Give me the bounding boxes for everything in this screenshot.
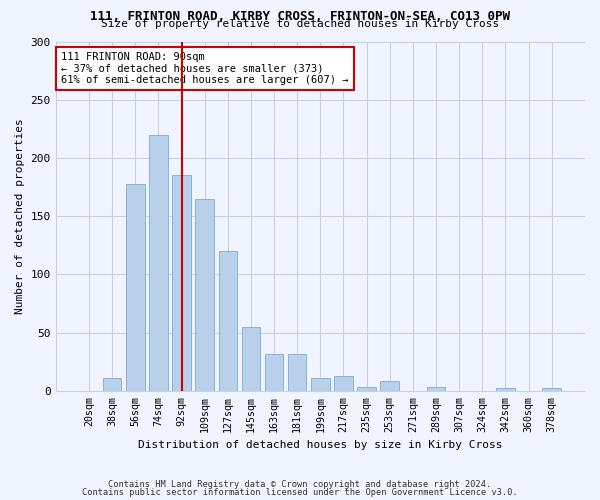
Bar	[288, 354, 307, 391]
Bar	[311, 378, 329, 391]
Bar	[496, 388, 515, 391]
Bar	[218, 251, 237, 391]
Bar	[542, 388, 561, 391]
Bar	[265, 354, 283, 391]
Bar	[149, 134, 167, 391]
Text: 111 FRINTON ROAD: 90sqm
← 37% of detached houses are smaller (373)
61% of semi-d: 111 FRINTON ROAD: 90sqm ← 37% of detache…	[61, 52, 349, 85]
Bar	[196, 198, 214, 391]
Bar	[358, 388, 376, 391]
Bar	[126, 184, 145, 391]
Text: Contains public sector information licensed under the Open Government Licence v3: Contains public sector information licen…	[82, 488, 518, 497]
Y-axis label: Number of detached properties: Number of detached properties	[15, 118, 25, 314]
X-axis label: Distribution of detached houses by size in Kirby Cross: Distribution of detached houses by size …	[138, 440, 503, 450]
Text: 111, FRINTON ROAD, KIRBY CROSS, FRINTON-ON-SEA, CO13 0PW: 111, FRINTON ROAD, KIRBY CROSS, FRINTON-…	[90, 10, 510, 23]
Bar	[103, 378, 121, 391]
Bar	[172, 176, 191, 391]
Bar	[334, 376, 353, 391]
Bar	[242, 327, 260, 391]
Bar	[380, 382, 399, 391]
Text: Contains HM Land Registry data © Crown copyright and database right 2024.: Contains HM Land Registry data © Crown c…	[109, 480, 491, 489]
Text: Size of property relative to detached houses in Kirby Cross: Size of property relative to detached ho…	[101, 19, 499, 29]
Bar	[427, 388, 445, 391]
